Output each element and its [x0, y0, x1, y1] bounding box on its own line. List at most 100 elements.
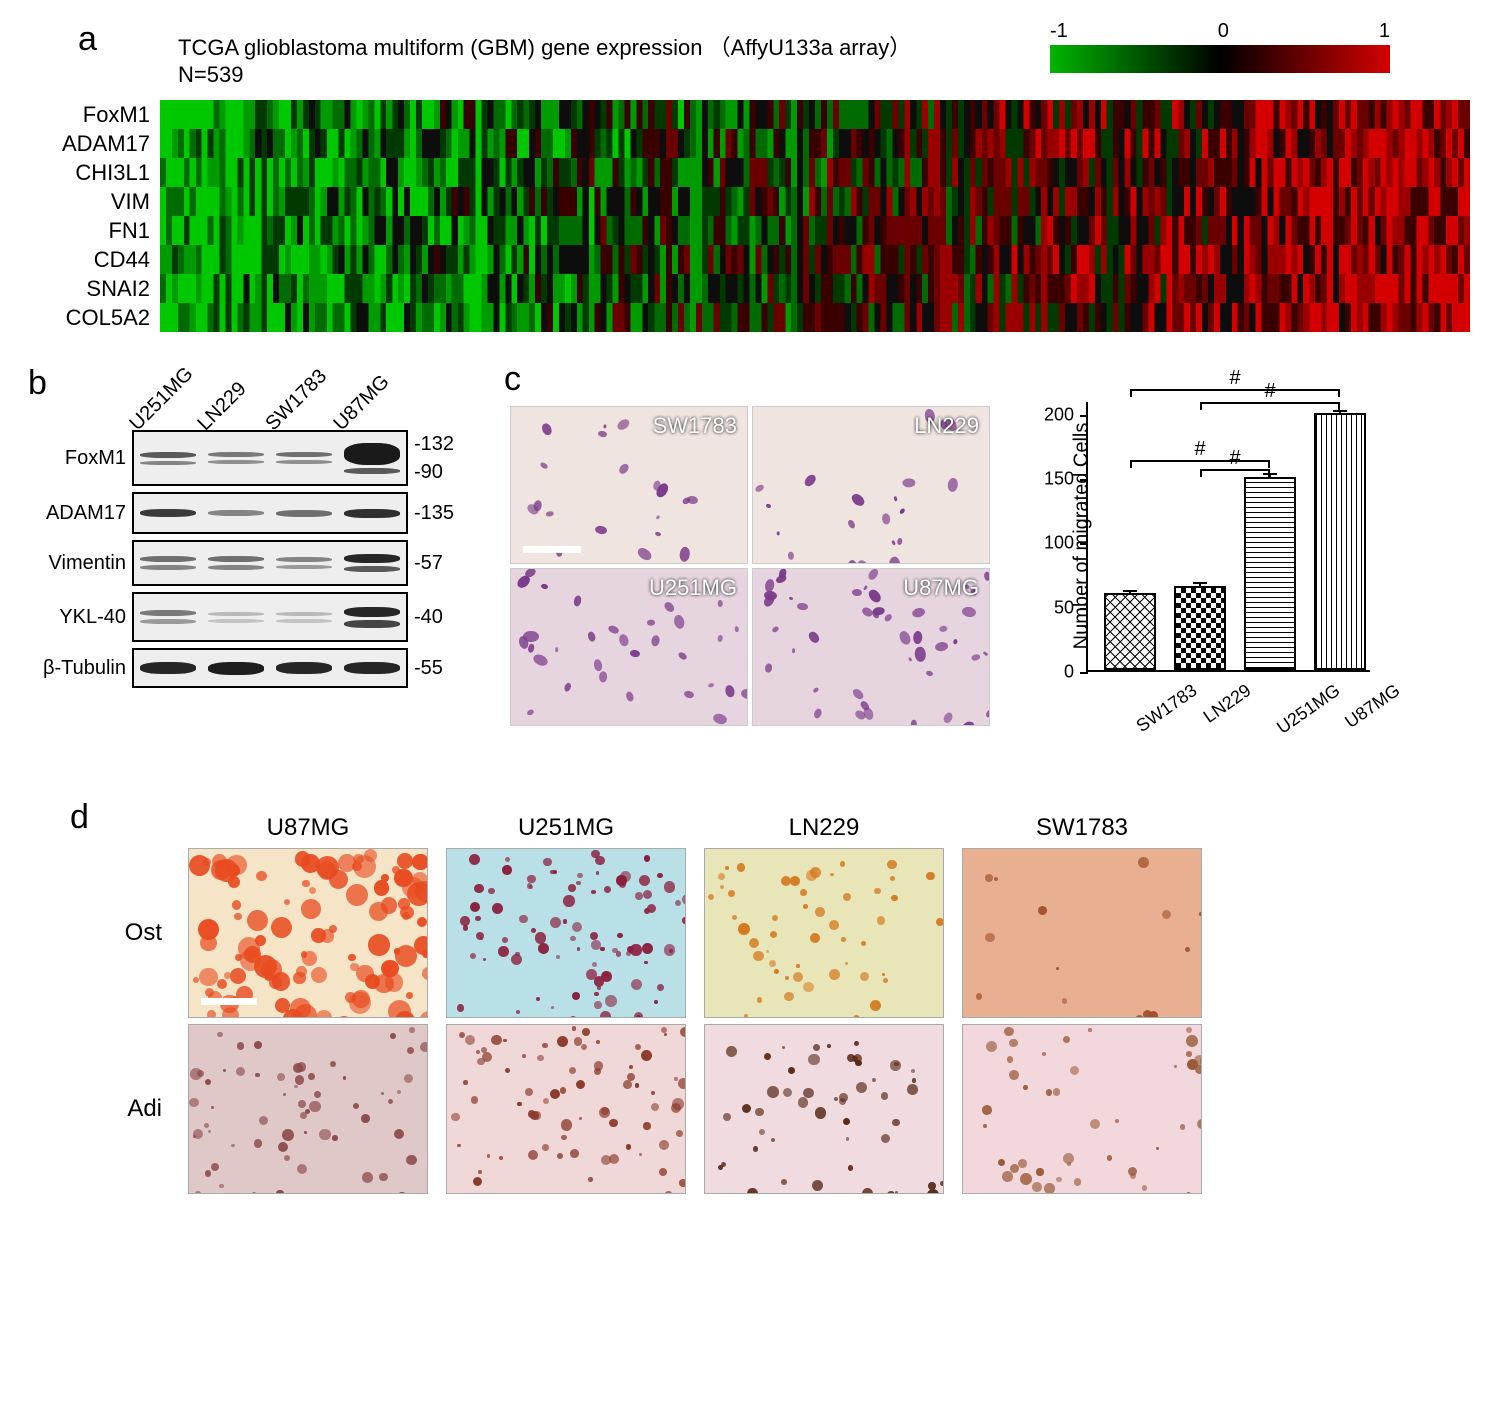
blot-box [132, 592, 408, 642]
diff-row-label: Ost [90, 919, 170, 947]
gene-label: FoxM1 [30, 100, 150, 129]
mw-marker: -40 [414, 606, 443, 629]
panel-a-title-line2: N=539 [178, 62, 243, 87]
micrograph [962, 848, 1202, 1018]
blot-box [132, 540, 408, 586]
blot-protein-label: YKL-40 [30, 606, 132, 629]
mw-marker: -55 [414, 657, 443, 680]
heatmap-row [160, 303, 1470, 332]
ytick-label: 200 [1038, 404, 1074, 425]
heatmap [160, 100, 1470, 332]
panel-c: c SW1783LN229U251MGU87MG Number of migra… [510, 372, 1470, 732]
blot-box [132, 648, 408, 688]
figure: a TCGA glioblastoma multiform (GBM) gene… [30, 20, 1470, 1194]
heatmap-row [160, 129, 1470, 158]
colorbar-gradient [1050, 45, 1390, 73]
migration-images: SW1783 LN229 U251MG U87MG [510, 406, 990, 726]
blot-row: FoxM1 -132 -90 [30, 430, 470, 486]
heatmap-row [160, 158, 1470, 187]
heatmap-row [160, 216, 1470, 245]
ytick-label: 150 [1038, 469, 1074, 490]
ytick-label: 50 [1038, 597, 1074, 618]
bar-label: SW1783 [1132, 680, 1201, 737]
gene-labels: FoxM1ADAM17CHI3L1VIMFN1CD44SNAI2COL5A2 [30, 100, 160, 332]
colorbar-max: 1 [1379, 20, 1390, 43]
micrograph [962, 1024, 1202, 1194]
migration-cell-label: U251MG [649, 575, 737, 601]
bar [1104, 593, 1156, 670]
diff-column-header: U251MG [446, 814, 686, 842]
gene-label: ADAM17 [30, 129, 150, 158]
migration-cell-label: LN229 [914, 413, 979, 439]
bar-chart: Number of migrated Cells 050100150200SW1… [1020, 382, 1380, 732]
blot-protein-label: β-Tubulin [30, 657, 132, 680]
migration-cell-label: SW1783 [653, 413, 737, 439]
micrograph [446, 1024, 686, 1194]
significance-marker: # [1229, 447, 1240, 470]
differentiation-grid: U87MG U251MG LN229 SW1783 Ost Adi [90, 802, 1470, 1194]
micrograph [446, 848, 686, 1018]
significance-marker: # [1194, 438, 1205, 461]
ytick-label: 100 [1038, 533, 1074, 554]
bar [1244, 477, 1296, 670]
bar-label: LN229 [1200, 680, 1255, 728]
lane-label: U251MG [125, 371, 189, 435]
blot-row: Vimentin -57 [30, 540, 470, 586]
mw-marker: -90 [414, 461, 454, 484]
lane-label: LN229 [193, 371, 257, 435]
blot-box [132, 492, 408, 534]
heatmap-row [160, 100, 1470, 129]
lane-label: U87MG [329, 371, 393, 435]
gene-label: CD44 [30, 245, 150, 274]
gene-label: VIM [30, 187, 150, 216]
mw-marker: -132 [414, 433, 454, 456]
western-lane-labels: U251MGLN229SW1783U87MG [136, 407, 408, 430]
migration-image: U87MG [752, 568, 990, 726]
migration-image: LN229 [752, 406, 990, 564]
scale-bar [201, 998, 257, 1005]
panel-a-title-line1: TCGA glioblastoma multiform (GBM) gene e… [178, 35, 911, 60]
blot-protein-label: Vimentin [30, 552, 132, 575]
micrograph [188, 848, 428, 1018]
bar-label: U87MG [1341, 680, 1404, 733]
heatmap-row [160, 187, 1470, 216]
lane-label: SW1783 [261, 371, 325, 435]
mw-marker: -135 [414, 502, 454, 525]
gene-label: SNAI2 [30, 274, 150, 303]
panel-d: d U87MGU251MGLN229SW1783OstAdi [30, 802, 1470, 1194]
colorbar: -1 0 1 [1050, 20, 1390, 73]
migration-cell-label: U87MG [903, 575, 979, 601]
migration-image: SW1783 [510, 406, 748, 564]
heatmap-row [160, 245, 1470, 274]
diff-column-header: LN229 [704, 814, 944, 842]
panel-b: b U251MGLN229SW1783U87MG FoxM1-132-90ADA… [30, 372, 470, 732]
diff-column-header: U87MG [188, 814, 428, 842]
blot-row: ADAM17-135 [30, 492, 470, 534]
panel-a-title: TCGA glioblastoma multiform (GBM) gene e… [178, 30, 911, 88]
gene-label: CHI3L1 [30, 158, 150, 187]
colorbar-min: -1 [1050, 20, 1068, 43]
micrograph [188, 1024, 428, 1194]
gene-label: FN1 [30, 216, 150, 245]
significance-marker: # [1264, 380, 1275, 403]
migration-image: U251MG [510, 568, 748, 726]
ytick-label: 0 [1038, 662, 1074, 683]
blot-box [132, 430, 408, 486]
western-blots: FoxM1 -132 -90 ADAM17-135 Vimentin -57 YKL-40 -… [30, 430, 470, 688]
blot-row: β-Tubulin -55 [30, 648, 470, 688]
blot-row: YKL-40 -40 [30, 592, 470, 642]
micrograph [704, 1024, 944, 1194]
blot-protein-label: FoxM1 [30, 447, 132, 470]
bar [1314, 413, 1366, 670]
gene-label: COL5A2 [30, 303, 150, 332]
panel-d-label: d [70, 798, 89, 837]
panel-a-label: a [78, 20, 97, 59]
diff-column-header: SW1783 [962, 814, 1202, 842]
diff-row-label: Adi [90, 1095, 170, 1123]
panel-a: a TCGA glioblastoma multiform (GBM) gene… [30, 20, 1470, 332]
bar-label: U251MG [1273, 680, 1344, 739]
mw-marker: -57 [414, 552, 443, 575]
colorbar-mid: 0 [1218, 20, 1229, 43]
panel-c-label: c [504, 360, 521, 399]
heatmap-row [160, 274, 1470, 303]
